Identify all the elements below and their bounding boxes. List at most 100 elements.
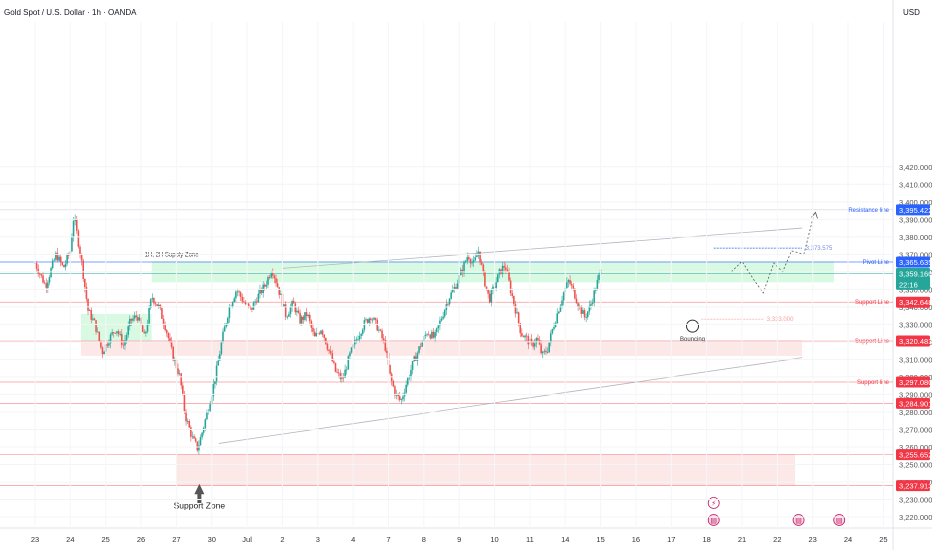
candle-body (325, 337, 327, 345)
candle-body (398, 396, 401, 400)
candle-body (125, 334, 128, 341)
candle-body (373, 317, 375, 320)
price-tag-countdown: 22:16 (899, 280, 918, 289)
support-zone-label: Support Zone (174, 500, 226, 510)
candle-body (130, 318, 133, 321)
candle-body (82, 260, 85, 279)
candle-body (202, 427, 205, 433)
candle-body (132, 318, 134, 321)
y-tick-label: 3,410.000 (899, 180, 932, 189)
candle-body (162, 318, 165, 325)
candle-body (98, 331, 101, 341)
x-tick-label: 16 (632, 535, 640, 544)
candle-body (594, 289, 597, 291)
candle-body (487, 288, 489, 294)
y-tick-label: 3,380.000 (899, 233, 932, 242)
candle-body (87, 298, 89, 311)
x-tick-label: 11 (526, 535, 534, 544)
candle-body (415, 356, 417, 361)
bounce-circle (686, 319, 700, 333)
candle-body (53, 259, 56, 261)
price-labels: 3,395.422 3,365.635 3,359.160 22:16 3,342.64… (896, 204, 932, 492)
candle-body (463, 262, 465, 273)
candle-body (75, 219, 78, 231)
candle-body (61, 262, 64, 266)
candle-body (101, 347, 104, 355)
candle-body (339, 373, 342, 379)
time-axis[interactable]: 23 24 25 26 27 30 Jul 2 3 4 7 8 9 10 11 14 15 16 17 18 21 22 2… (31, 535, 888, 544)
candle-body (471, 262, 473, 264)
candle-body (472, 260, 475, 263)
candle-body (381, 330, 383, 339)
candle-body (43, 282, 46, 284)
candle-body (366, 319, 369, 323)
y-tick-label: 3,280.000 (899, 408, 932, 417)
candle-body (235, 291, 237, 299)
candle-body (548, 342, 550, 353)
x-tick-label: 22 (773, 535, 781, 544)
candle-body (116, 331, 118, 333)
candle-body (296, 310, 298, 313)
candle-body (453, 286, 456, 290)
candle-body (406, 378, 409, 385)
candle-body (48, 277, 51, 283)
candle-body (402, 396, 404, 400)
candle-body (145, 331, 147, 334)
candle-body (427, 334, 430, 336)
candle-body (460, 269, 462, 276)
candle-body (51, 260, 54, 269)
candle-body (598, 274, 600, 281)
candle-body (378, 329, 380, 331)
candle-body (519, 323, 522, 334)
candle-body (124, 340, 126, 346)
candle-body (405, 384, 407, 393)
candle-body (247, 303, 250, 306)
candle-body (114, 332, 117, 334)
candle-body (79, 246, 81, 255)
bouncing-label: Bouncing (680, 337, 705, 343)
candle-body (120, 333, 123, 345)
candle-body (308, 314, 311, 322)
candle-body (265, 284, 268, 287)
horizontal-lines-layer: Resistance line Pivot Line Support Line Sup… (0, 208, 893, 486)
candle-body (389, 364, 391, 374)
candle-body (215, 365, 218, 382)
price-tag-text: 3,359.160 (899, 269, 932, 278)
candle-body (112, 332, 115, 334)
candle-body (416, 352, 419, 361)
candle-body (551, 329, 554, 334)
candle-body (289, 307, 292, 315)
candle-body (165, 330, 168, 334)
candle-body (268, 277, 271, 278)
x-tick-label: 23 (809, 535, 817, 544)
candle-body (190, 427, 192, 437)
price-tag (896, 256, 930, 268)
candle-body (66, 254, 68, 264)
candle-body (177, 368, 179, 375)
candle-body (292, 301, 295, 304)
candle-body (461, 269, 464, 273)
price-tag (896, 449, 930, 461)
level-label: Support line (857, 380, 890, 386)
candle-body (299, 312, 301, 324)
candle-body (95, 320, 97, 332)
candle-body (358, 335, 361, 340)
candle-body (244, 302, 247, 305)
candle-body (590, 303, 592, 306)
candle-body (466, 257, 469, 262)
candle-body (37, 268, 40, 274)
candle-body (468, 257, 470, 260)
candle-body (411, 361, 414, 370)
x-tick-label: 3 (316, 535, 320, 544)
candle-body (513, 295, 515, 304)
candle-body (88, 310, 91, 311)
candle-body (141, 325, 144, 332)
candle-body (504, 267, 507, 270)
x-tick-label: 30 (208, 535, 216, 544)
candle-body (392, 380, 395, 387)
candle-body (133, 315, 136, 319)
candle-body (432, 331, 435, 338)
candle-body (259, 288, 261, 294)
candle-body (183, 393, 186, 412)
